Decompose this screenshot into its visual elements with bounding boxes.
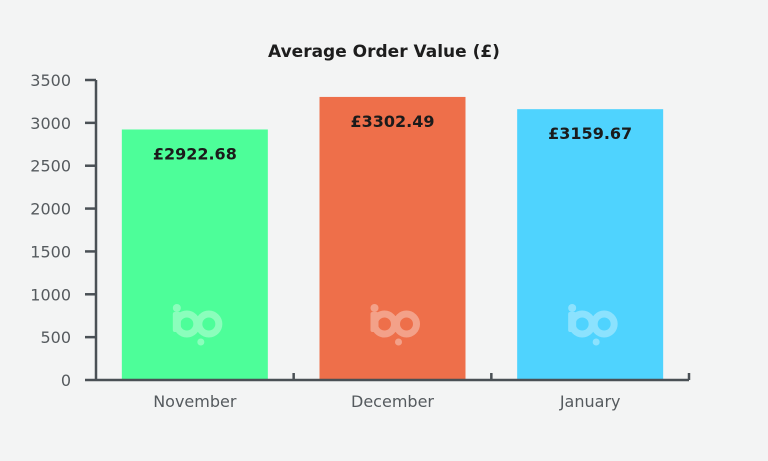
logo-dot bbox=[370, 304, 379, 312]
y-tick-label: 1000 bbox=[30, 285, 71, 304]
bar-december bbox=[319, 96, 466, 380]
bar-value-label-january: £3159.67 bbox=[548, 124, 632, 143]
logo-tail-dot bbox=[395, 338, 402, 346]
logo-tail-dot bbox=[592, 338, 600, 346]
bar-value-label-november: £2922.68 bbox=[153, 144, 237, 163]
logo-stem-b bbox=[172, 312, 181, 332]
logo-tail-dot bbox=[197, 338, 205, 346]
logo-bowl-b bbox=[371, 310, 398, 338]
x-tick-label-november: November bbox=[153, 392, 237, 411]
y-tick-label: 3000 bbox=[30, 114, 71, 133]
logo-bowl-b bbox=[173, 310, 201, 338]
y-tick-label: 0 bbox=[61, 371, 71, 390]
chart-marks: £2922.68 November £3302.49 December £3159.67… bbox=[30, 71, 691, 411]
x-tick-label-january: January bbox=[559, 392, 621, 411]
y-tick-label: 3500 bbox=[30, 71, 71, 90]
y-tick-label: 2500 bbox=[30, 157, 71, 176]
chart-title: Average Order Value (£) bbox=[268, 42, 500, 62]
logo-stem-b bbox=[370, 312, 379, 332]
logo-bowl-p bbox=[590, 310, 618, 338]
logo-dot bbox=[568, 304, 577, 312]
logo-bowl-b bbox=[568, 310, 596, 338]
watermark-logo bbox=[568, 304, 618, 346]
y-tick-label: 2000 bbox=[30, 200, 71, 219]
y-tick-label: 1500 bbox=[30, 242, 71, 261]
watermark-logo bbox=[172, 304, 223, 346]
logo-dot bbox=[172, 304, 181, 312]
logo-stem-b bbox=[568, 312, 577, 332]
y-tick-label: 500 bbox=[40, 328, 71, 347]
logo-bowl-p bbox=[393, 310, 420, 338]
x-tick-label-december: December bbox=[351, 392, 434, 411]
logo-bowl-p bbox=[195, 310, 223, 338]
watermark-logo bbox=[370, 304, 420, 346]
bar-january bbox=[517, 109, 664, 380]
bar-value-label-december: £3302.49 bbox=[350, 112, 434, 131]
bar-november bbox=[121, 129, 268, 380]
